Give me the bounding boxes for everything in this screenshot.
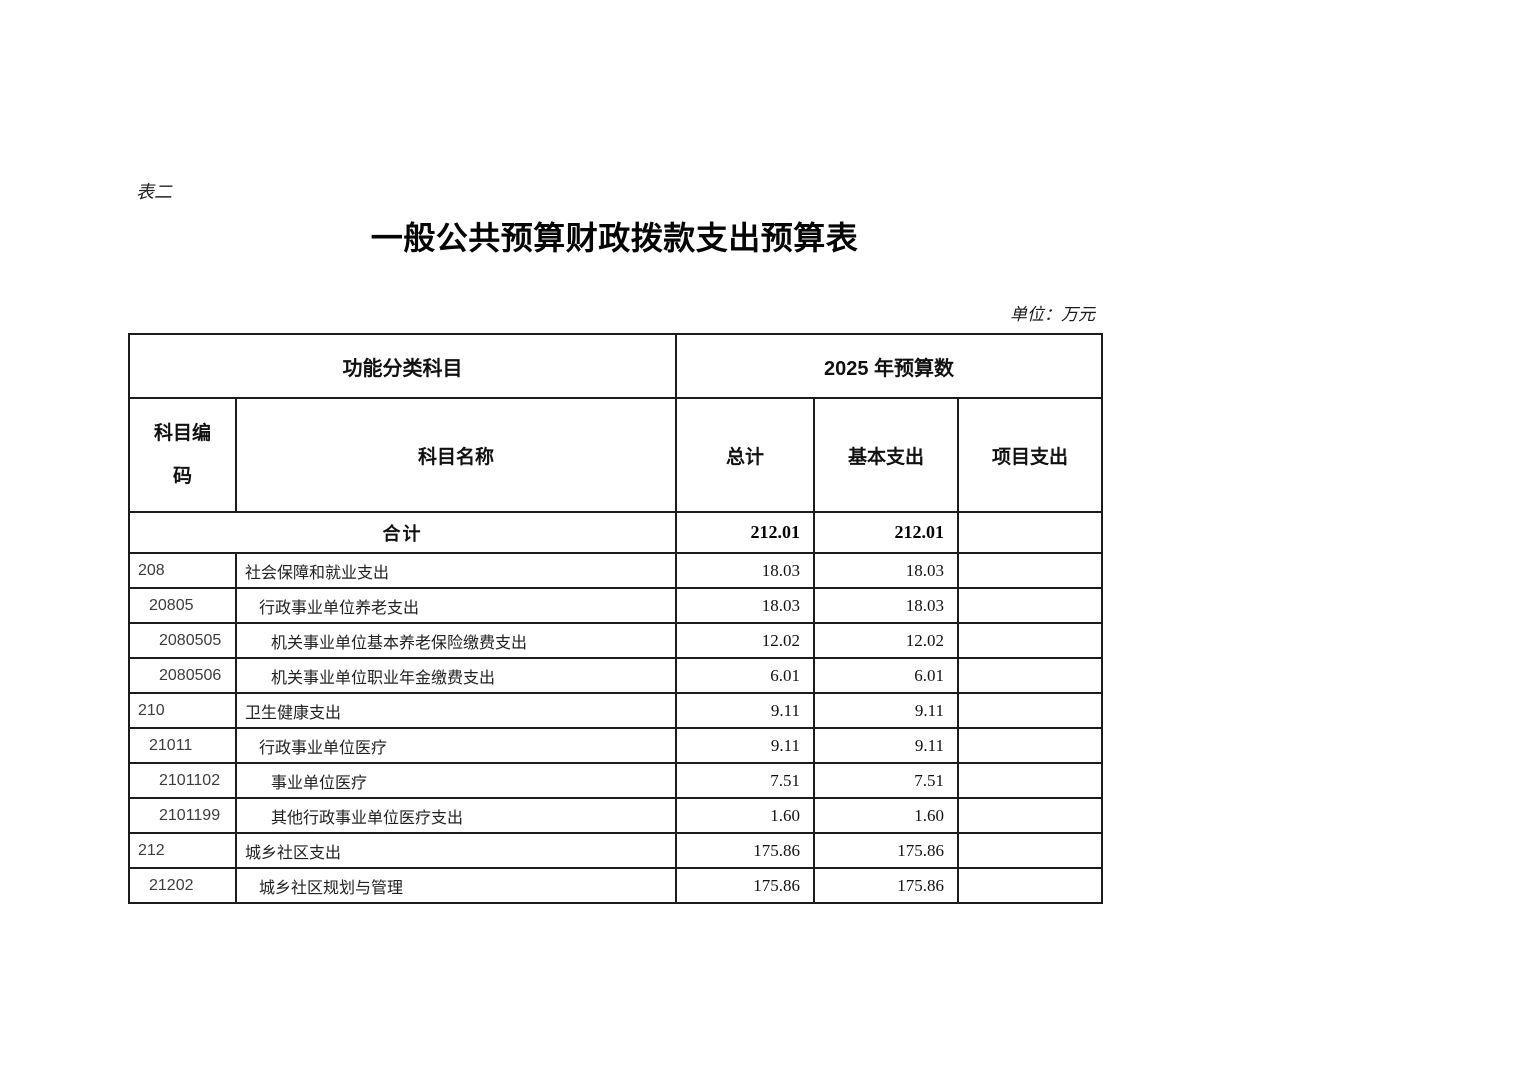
- subject-code-line2: 码: [172, 466, 192, 487]
- subject-name-cell: 行政事业单位养老支出: [235, 587, 677, 624]
- subject-code-line1: 科目编: [153, 423, 211, 444]
- table-row: 2080505 机关事业单位基本养老保险缴费支出 12.02 12.02: [128, 622, 1104, 659]
- project-value-cell: [956, 832, 1104, 869]
- total-value-cell: 6.01: [675, 657, 815, 694]
- total-value-cell: 1.60: [675, 797, 815, 834]
- project-value-cell: [956, 692, 1104, 729]
- total-value-cell: 175.86: [675, 867, 815, 904]
- unit-label: 单位：万元: [1010, 305, 1095, 325]
- subject-name-cell: 卫生健康支出: [235, 692, 677, 729]
- table-row: 208 社会保障和就业支出 18.03 18.03: [128, 552, 1104, 589]
- basic-value-cell: 9.11: [813, 692, 959, 729]
- header-subject-code: 科目编 码: [128, 397, 237, 513]
- subject-name-cell: 行政事业单位医疗: [235, 727, 677, 764]
- header-group-row: 功能分类科目 2025 年预算数: [128, 333, 1104, 399]
- header-function-category: 功能分类科目: [128, 333, 677, 399]
- subject-name-cell: 城乡社区规划与管理: [235, 867, 677, 904]
- basic-value-cell: 175.86: [813, 867, 959, 904]
- table-number-label: 表二: [136, 182, 172, 203]
- table-row: 20805 行政事业单位养老支出 18.03 18.03: [128, 587, 1104, 624]
- subject-code-cell: 212: [128, 832, 237, 869]
- basic-value-cell: 175.86: [813, 832, 959, 869]
- header-columns-row: 科目编 码 科目名称 总计 基本支出 项目支出: [128, 397, 1104, 513]
- subject-code-cell: 2080506: [128, 657, 237, 694]
- header-total: 总计: [675, 397, 815, 513]
- subject-code-label: 科目编 码: [130, 424, 235, 486]
- table-row: 2101199 其他行政事业单位医疗支出 1.60 1.60: [128, 797, 1104, 834]
- total-project-value: [956, 511, 1104, 554]
- header-basic-expenditure: 基本支出: [813, 397, 959, 513]
- subject-code-cell: 210: [128, 692, 237, 729]
- total-value-cell: 12.02: [675, 622, 815, 659]
- header-project-expenditure: 项目支出: [956, 397, 1104, 513]
- subject-code-cell: 2101102: [128, 762, 237, 799]
- total-value-cell: 7.51: [675, 762, 815, 799]
- subject-code-cell: 21011: [128, 727, 237, 764]
- document-title: 一般公共预算财政拨款支出预算表: [370, 220, 859, 256]
- basic-value-cell: 1.60: [813, 797, 959, 834]
- basic-value-cell: 7.51: [813, 762, 959, 799]
- subject-name-cell: 城乡社区支出: [235, 832, 677, 869]
- total-value-cell: 175.86: [675, 832, 815, 869]
- subject-name-cell: 社会保障和就业支出: [235, 552, 677, 589]
- project-value-cell: [956, 587, 1104, 624]
- header-budget-2025: 2025 年预算数: [674, 333, 1104, 399]
- basic-value-cell: 6.01: [813, 657, 959, 694]
- project-value-cell: [956, 797, 1104, 834]
- subject-name-cell: 机关事业单位职业年金缴费支出: [235, 657, 677, 694]
- total-value-cell: 18.03: [675, 587, 815, 624]
- subject-code-cell: 20805: [128, 587, 237, 624]
- total-basic-value: 212.01: [813, 511, 959, 554]
- subject-code-cell: 21202: [128, 867, 237, 904]
- project-value-cell: [956, 762, 1104, 799]
- basic-value-cell: 12.02: [813, 622, 959, 659]
- project-value-cell: [956, 727, 1104, 764]
- table-row: 21011 行政事业单位医疗 9.11 9.11: [128, 727, 1104, 764]
- subject-code-cell: 208: [128, 552, 237, 589]
- header-subject-name: 科目名称: [235, 397, 677, 513]
- subject-code-cell: 2101199: [128, 797, 237, 834]
- basic-value-cell: 9.11: [813, 727, 959, 764]
- table-row: 212 城乡社区支出 175.86 175.86: [128, 832, 1104, 869]
- total-value-cell: 9.11: [675, 727, 815, 764]
- subject-name-cell: 事业单位医疗: [235, 762, 677, 799]
- total-value-cell: 9.11: [675, 692, 815, 729]
- total-row: 合计 212.01 212.01: [128, 511, 1104, 554]
- basic-value-cell: 18.03: [813, 587, 959, 624]
- project-value-cell: [956, 622, 1104, 659]
- budget-table: 功能分类科目 2025 年预算数 科目编 码 科目名称 总计 基本支出 项目支出…: [128, 333, 1104, 904]
- subject-name-cell: 机关事业单位基本养老保险缴费支出: [235, 622, 677, 659]
- subject-name-cell: 其他行政事业单位医疗支出: [235, 797, 677, 834]
- subject-code-cell: 2080505: [128, 622, 237, 659]
- total-value-cell: 18.03: [675, 552, 815, 589]
- basic-value-cell: 18.03: [813, 552, 959, 589]
- total-total-value: 212.01: [675, 511, 815, 554]
- table-row: 210 卫生健康支出 9.11 9.11: [128, 692, 1104, 729]
- project-value-cell: [956, 552, 1104, 589]
- project-value-cell: [956, 867, 1104, 904]
- project-value-cell: [956, 657, 1104, 694]
- table-row: 21202 城乡社区规划与管理 175.86 175.86: [128, 867, 1104, 904]
- table-row: 2080506 机关事业单位职业年金缴费支出 6.01 6.01: [128, 657, 1104, 694]
- total-label: 合计: [128, 511, 677, 554]
- table-row: 2101102 事业单位医疗 7.51 7.51: [128, 762, 1104, 799]
